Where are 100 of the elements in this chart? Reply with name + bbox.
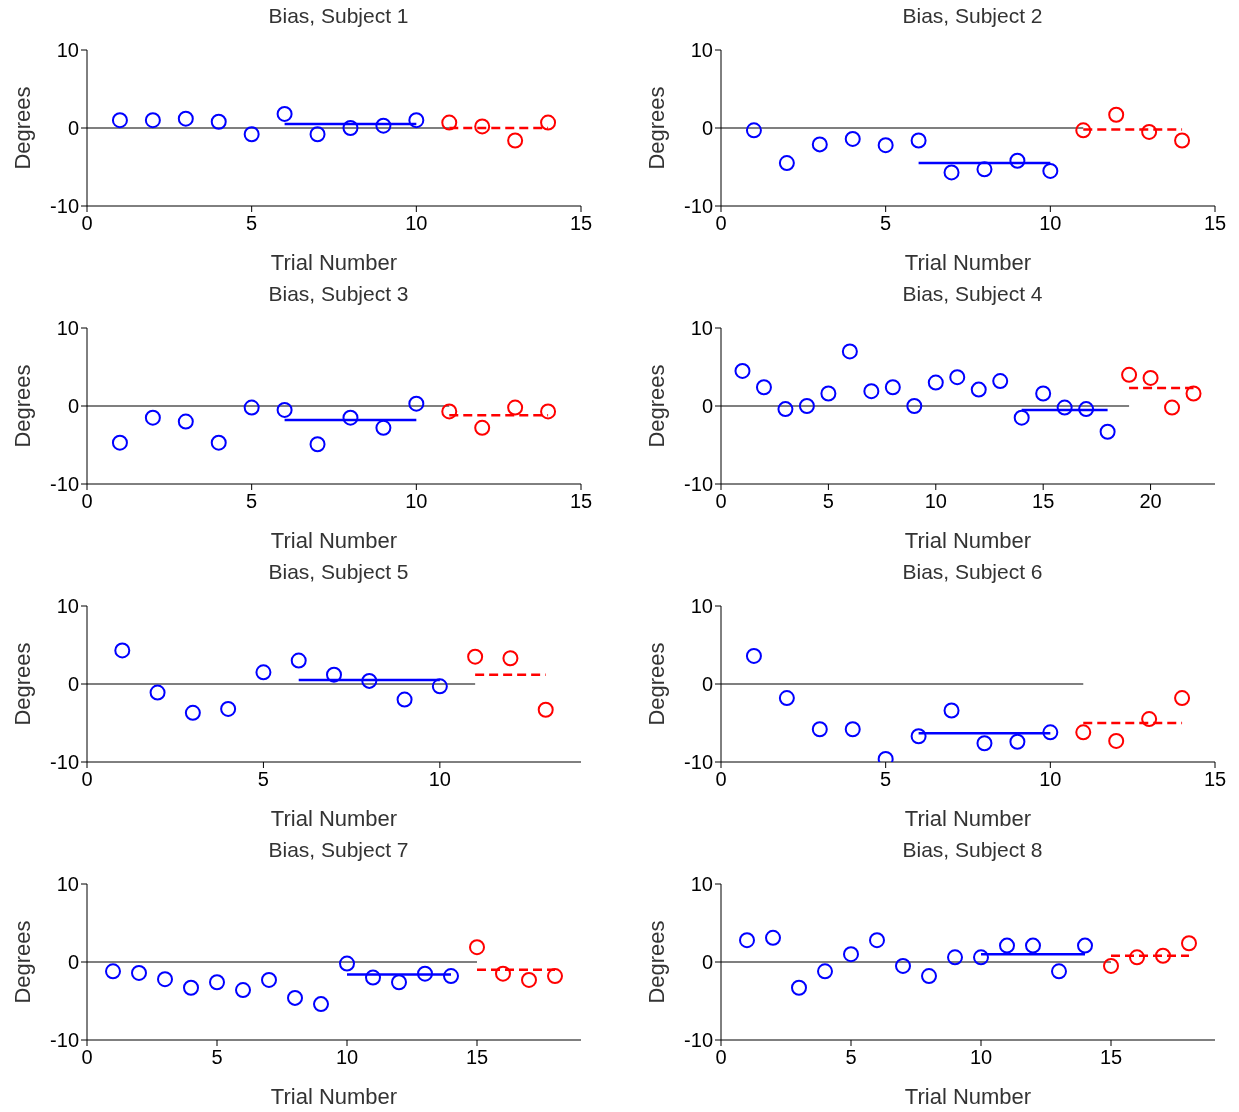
point xyxy=(811,136,828,153)
y-tick-label: -10 xyxy=(50,751,79,774)
x-tick-label: 0 xyxy=(81,212,93,235)
point xyxy=(375,419,392,436)
point xyxy=(841,343,858,360)
point xyxy=(943,164,960,181)
point xyxy=(1174,132,1191,149)
point xyxy=(417,965,433,982)
point xyxy=(976,161,993,178)
point xyxy=(1042,162,1059,179)
y-tick-label: 10 xyxy=(690,873,713,896)
y-tick-label: -10 xyxy=(684,473,713,496)
point xyxy=(184,704,201,721)
point xyxy=(1035,385,1052,402)
y-tick-label: 0 xyxy=(701,395,713,418)
point xyxy=(149,684,166,701)
x-tick-label: 5 xyxy=(246,212,258,235)
point xyxy=(261,971,277,988)
chart-title: Bias, Subject 2 xyxy=(901,4,1044,28)
point xyxy=(210,113,227,130)
point xyxy=(342,409,359,426)
y-tick-label: 0 xyxy=(701,117,713,140)
y-tick-label: -10 xyxy=(684,195,713,218)
chart-title: Bias, Subject 7 xyxy=(267,838,410,862)
point xyxy=(443,968,459,985)
point xyxy=(1103,957,1119,974)
point xyxy=(844,721,861,738)
x-tick-label: 5 xyxy=(845,1046,857,1069)
chart-title: Bias, Subject 3 xyxy=(267,282,410,306)
y-tick-label: 10 xyxy=(56,39,79,62)
point xyxy=(1174,690,1191,707)
point xyxy=(235,982,251,999)
x-axis-title: Trial Number xyxy=(270,250,398,275)
y-tick-label: -10 xyxy=(50,195,79,218)
y-tick-label: -10 xyxy=(50,473,79,496)
x-axis-title: Trial Number xyxy=(270,806,398,831)
point xyxy=(220,700,237,717)
y-axis-title: Degrees xyxy=(9,86,35,170)
point xyxy=(1181,935,1197,952)
y-tick-label: 0 xyxy=(701,951,713,974)
point xyxy=(820,385,837,402)
point xyxy=(811,721,828,738)
point xyxy=(243,399,260,416)
chart-title: Bias, Subject 8 xyxy=(901,838,1044,862)
chart-title: Bias, Subject 1 xyxy=(267,4,410,28)
y-tick-label: -10 xyxy=(684,751,713,774)
x-tick-label: 10 xyxy=(924,490,947,513)
point xyxy=(949,369,966,386)
x-tick-label: 5 xyxy=(880,768,892,791)
point xyxy=(1129,949,1145,966)
point xyxy=(1013,409,1030,426)
y-tick-label: 10 xyxy=(690,39,713,62)
point xyxy=(778,155,795,172)
point xyxy=(507,399,524,416)
point xyxy=(469,939,485,956)
point xyxy=(313,996,329,1013)
point xyxy=(745,647,762,664)
x-tick-label: 5 xyxy=(880,212,892,235)
point xyxy=(1108,106,1125,123)
point xyxy=(502,650,519,667)
point xyxy=(177,413,194,430)
x-tick-label: 5 xyxy=(257,768,269,791)
y-axis-title: Degrees xyxy=(643,642,669,726)
point xyxy=(183,979,199,996)
point xyxy=(777,401,794,418)
point xyxy=(391,974,407,991)
point xyxy=(309,436,326,453)
point xyxy=(474,419,491,436)
point xyxy=(114,642,131,659)
point xyxy=(791,979,807,996)
point xyxy=(947,949,963,966)
point xyxy=(1075,122,1092,139)
point xyxy=(1141,123,1158,140)
point xyxy=(798,398,815,414)
point xyxy=(111,434,128,451)
point xyxy=(921,968,937,985)
point xyxy=(290,652,307,669)
point xyxy=(906,398,923,414)
point xyxy=(441,114,458,131)
y-tick-label: -10 xyxy=(684,1029,713,1052)
point xyxy=(1108,732,1125,749)
point xyxy=(999,937,1015,954)
point xyxy=(1025,937,1041,954)
x-tick-label: 5 xyxy=(211,1046,223,1069)
y-tick-label: 0 xyxy=(701,673,713,696)
point xyxy=(408,395,425,412)
point xyxy=(1164,399,1181,416)
x-axis-title: Trial Number xyxy=(270,528,398,553)
point xyxy=(408,112,425,129)
x-tick-label: 15 xyxy=(1032,490,1055,513)
point xyxy=(1078,401,1095,418)
x-tick-label: 15 xyxy=(1203,212,1227,235)
point xyxy=(910,132,927,149)
point xyxy=(276,105,293,122)
x-tick-label: 0 xyxy=(715,768,727,791)
point xyxy=(210,434,227,451)
point xyxy=(287,989,303,1006)
x-tick-label: 20 xyxy=(1139,490,1162,513)
point xyxy=(895,957,911,974)
point xyxy=(1056,399,1073,416)
